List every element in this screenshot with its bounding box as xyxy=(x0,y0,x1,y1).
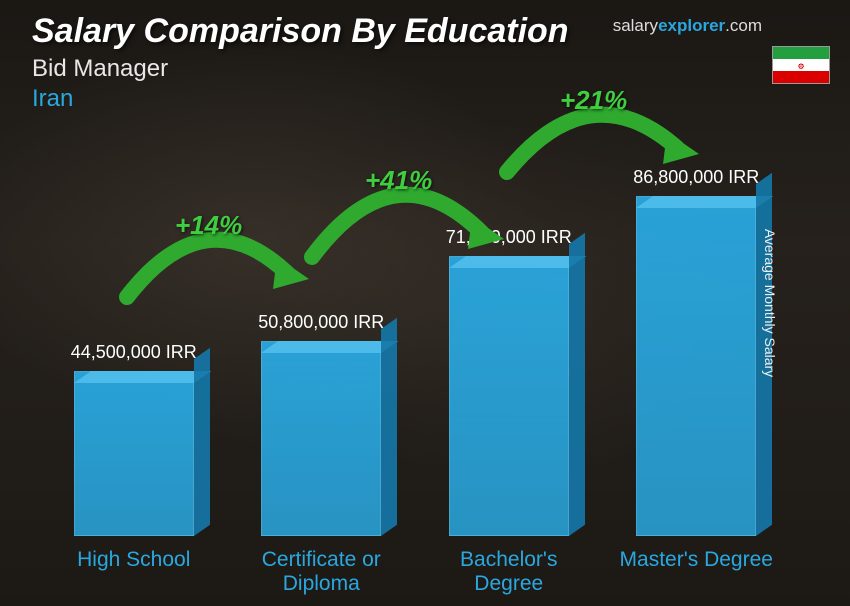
bar xyxy=(74,371,194,536)
subtitle-role: Bid Manager xyxy=(32,55,830,83)
bar-front-face xyxy=(261,341,381,536)
bar-front-face xyxy=(74,371,194,536)
bar xyxy=(261,341,381,536)
flag-stripe-green xyxy=(773,47,829,59)
brand-accent: explorer xyxy=(658,16,725,35)
bar-group: 44,500,000 IRR xyxy=(59,342,209,536)
bar xyxy=(449,256,569,536)
brand-suffix: .com xyxy=(725,16,762,35)
brand-watermark: salaryexplorer.com xyxy=(613,16,762,36)
flag-emblem-icon: ۞ xyxy=(798,60,804,71)
x-axis-label: Certificate or Diploma xyxy=(236,548,406,596)
subtitle-country: Iran xyxy=(32,85,830,113)
bar-top-face xyxy=(261,341,398,353)
bar-value-label: 50,800,000 IRR xyxy=(258,312,384,333)
increment-pct-label: +41% xyxy=(365,165,432,196)
x-axis-label: Bachelor's Degree xyxy=(424,548,594,596)
brand-prefix: salary xyxy=(613,16,658,35)
x-axis-labels: High School Certificate or Diploma Bachelo… xyxy=(40,548,790,596)
bar-top-face xyxy=(636,196,773,208)
bar-front-face xyxy=(636,196,756,536)
bar-side-face xyxy=(381,318,397,536)
country-flag-icon: ۞ xyxy=(772,46,830,84)
flag-stripe-white: ۞ xyxy=(773,59,829,71)
bar-group: 86,800,000 IRR xyxy=(621,167,771,536)
y-axis-label: Average Monthly Salary xyxy=(762,229,778,377)
bar-group: 50,800,000 IRR xyxy=(246,312,396,536)
bar-value-label: 44,500,000 IRR xyxy=(71,342,197,363)
bar xyxy=(636,196,756,536)
bar-side-face xyxy=(194,348,210,536)
flag-stripe-red xyxy=(773,71,829,83)
x-axis-label: High School xyxy=(49,548,219,596)
x-axis-label: Master's Degree xyxy=(611,548,781,596)
bar-side-face xyxy=(569,233,585,536)
bar-top-face xyxy=(74,371,211,383)
bar-front-face xyxy=(449,256,569,536)
increment-pct-label: +14% xyxy=(175,210,242,241)
